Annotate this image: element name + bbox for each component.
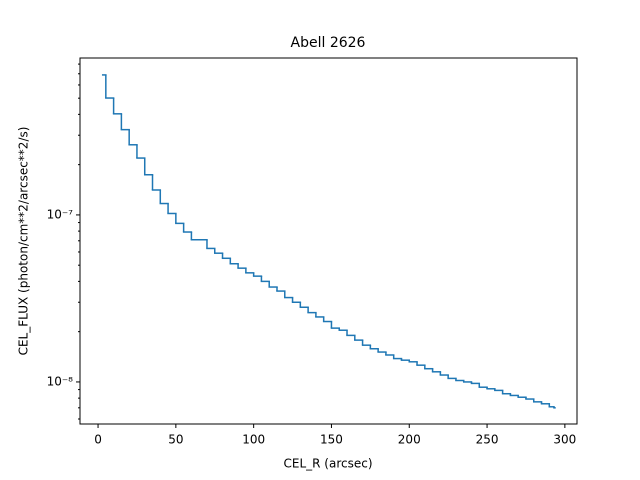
x-tick-label: 50 — [168, 433, 183, 447]
y-axis-label: CEL_FLUX (photon/cm**2/arcsec**2/s) — [17, 127, 31, 356]
x-axis-label: CEL_R (arcsec) — [283, 457, 372, 471]
x-tick-label: 200 — [398, 433, 421, 447]
plot-frame — [79, 57, 578, 425]
step-riser — [105, 74, 555, 408]
x-tick-label: 100 — [242, 433, 265, 447]
y-tick-label: 10⁻⁷ — [47, 207, 74, 221]
chart-title: Abell 2626 — [291, 35, 366, 51]
x-tick-label: 300 — [553, 433, 576, 447]
x-tick-label: 250 — [476, 433, 499, 447]
x-tick-label: 150 — [320, 433, 343, 447]
y-tick-label: 10⁻⁸ — [47, 374, 74, 388]
x-tick-label: 0 — [94, 433, 102, 447]
